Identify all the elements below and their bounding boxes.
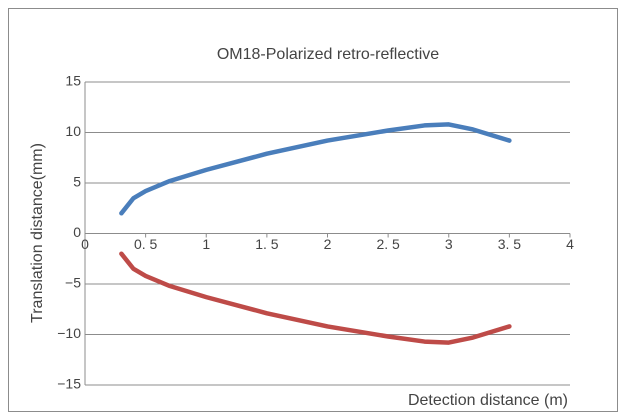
x-tick-label: 3. 5	[498, 236, 522, 252]
x-tick-label: 1	[202, 236, 210, 252]
chart-title: OM18-Polarized retro-reflective	[217, 46, 439, 63]
y-axis-label: Translation distance(mm)	[29, 143, 46, 323]
x-tick-label: 0. 5	[134, 236, 158, 252]
x-tick-label: 2	[324, 236, 332, 252]
y-tick-label: 10	[65, 123, 81, 139]
y-tick-label: 5	[73, 174, 81, 190]
x-tick-label: 3	[445, 236, 453, 252]
series-line	[119, 251, 512, 345]
y-tick-label: 15	[65, 73, 81, 89]
chart-frame	[8, 8, 618, 412]
y-tick-label: 0	[73, 224, 81, 240]
y-tick-label: −10	[57, 325, 81, 341]
x-tick-label: 0	[81, 236, 89, 252]
y-tick-label: −15	[57, 376, 81, 392]
x-tick-label: 4	[566, 236, 574, 252]
y-tick-label: −5	[65, 275, 81, 291]
series-line	[119, 122, 512, 216]
x-tick-label: 1. 5	[255, 236, 279, 252]
x-axis-label: Detection distance (m)	[408, 392, 568, 409]
x-tick-label: 2. 5	[376, 236, 400, 252]
